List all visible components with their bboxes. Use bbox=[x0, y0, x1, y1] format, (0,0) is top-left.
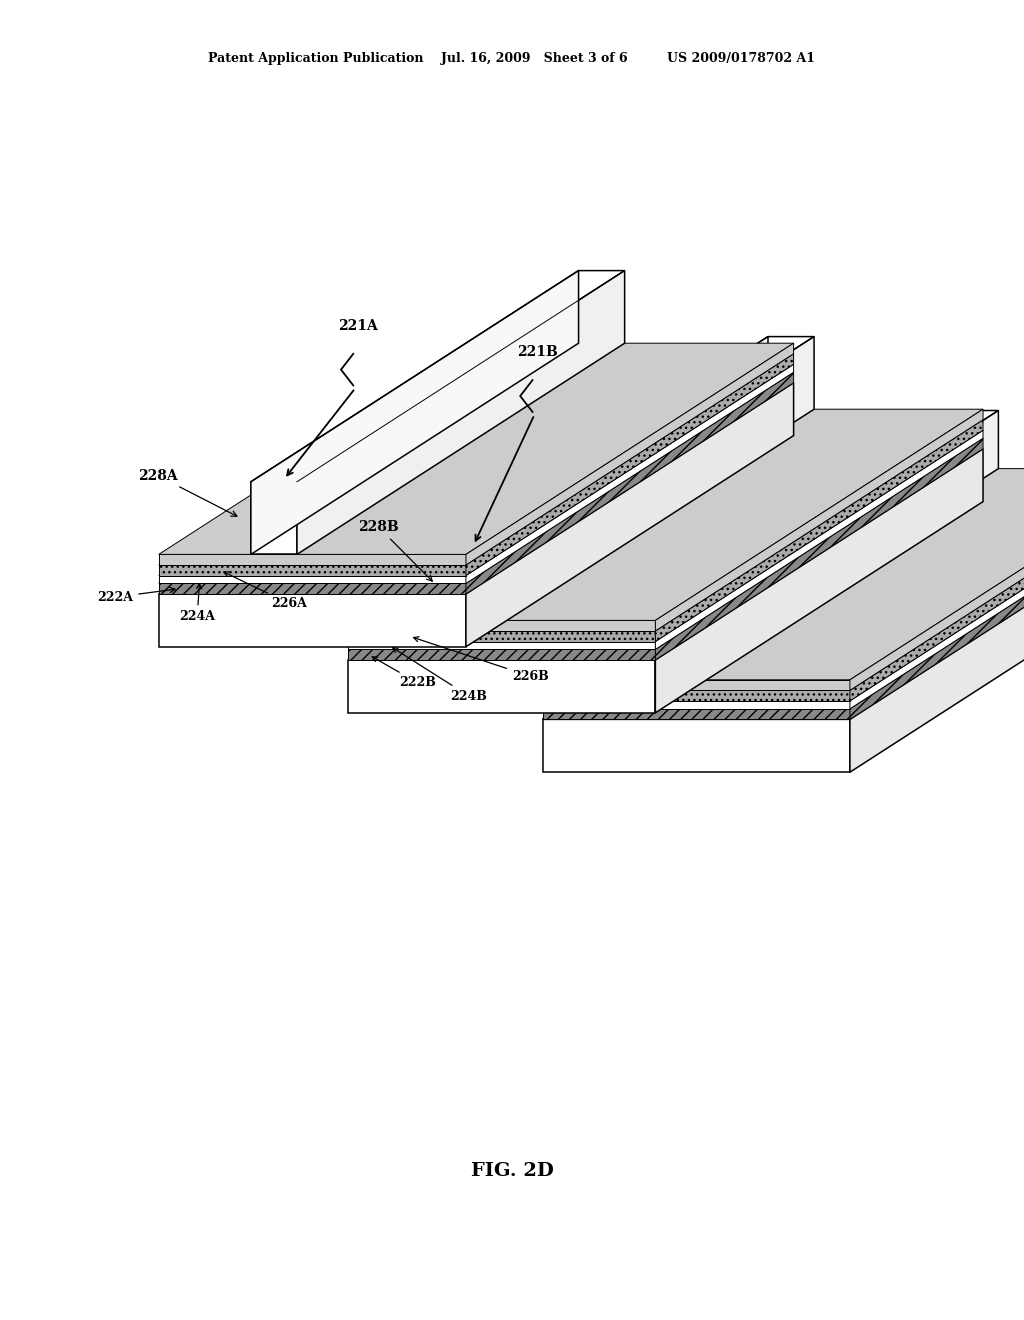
Polygon shape bbox=[466, 354, 794, 576]
Text: 228A: 228A bbox=[138, 469, 237, 516]
Polygon shape bbox=[543, 508, 1024, 719]
Polygon shape bbox=[486, 337, 814, 620]
Polygon shape bbox=[348, 420, 983, 631]
Text: 222B: 222B bbox=[373, 657, 436, 689]
Polygon shape bbox=[543, 498, 1024, 709]
Polygon shape bbox=[159, 343, 794, 554]
Text: 224B: 224B bbox=[392, 648, 487, 702]
Polygon shape bbox=[348, 631, 655, 642]
Polygon shape bbox=[625, 411, 952, 680]
Polygon shape bbox=[348, 620, 655, 631]
Text: 224A: 224A bbox=[179, 583, 215, 623]
Polygon shape bbox=[466, 364, 794, 583]
Polygon shape bbox=[625, 622, 671, 680]
Polygon shape bbox=[297, 271, 625, 554]
Text: Patent Application Publication    Jul. 16, 2009   Sheet 3 of 6         US 2009/0: Patent Application Publication Jul. 16, … bbox=[209, 51, 815, 65]
Polygon shape bbox=[655, 430, 983, 649]
Polygon shape bbox=[655, 409, 983, 631]
Polygon shape bbox=[440, 337, 768, 620]
Polygon shape bbox=[850, 479, 1024, 701]
Polygon shape bbox=[466, 343, 794, 565]
Polygon shape bbox=[348, 642, 655, 649]
Polygon shape bbox=[159, 576, 466, 583]
Polygon shape bbox=[348, 409, 983, 620]
Polygon shape bbox=[440, 337, 814, 548]
Polygon shape bbox=[251, 271, 625, 482]
Polygon shape bbox=[543, 709, 850, 719]
Text: 226A: 226A bbox=[224, 572, 307, 610]
Polygon shape bbox=[440, 548, 486, 620]
Polygon shape bbox=[159, 383, 794, 594]
Polygon shape bbox=[251, 271, 579, 554]
Polygon shape bbox=[159, 364, 794, 576]
Text: 222A: 222A bbox=[97, 587, 175, 603]
Polygon shape bbox=[159, 554, 466, 565]
Polygon shape bbox=[348, 449, 983, 660]
Text: FIG. 2D: FIG. 2D bbox=[471, 1162, 553, 1180]
Polygon shape bbox=[543, 680, 850, 690]
Polygon shape bbox=[159, 372, 794, 583]
Polygon shape bbox=[159, 354, 794, 565]
Polygon shape bbox=[543, 690, 850, 701]
Polygon shape bbox=[850, 490, 1024, 709]
Polygon shape bbox=[466, 383, 794, 647]
Polygon shape bbox=[543, 490, 1024, 701]
Polygon shape bbox=[850, 498, 1024, 719]
Polygon shape bbox=[850, 508, 1024, 772]
Polygon shape bbox=[466, 372, 794, 594]
Polygon shape bbox=[159, 594, 466, 647]
Polygon shape bbox=[655, 438, 983, 660]
Polygon shape bbox=[543, 479, 1024, 690]
Polygon shape bbox=[348, 660, 655, 713]
Polygon shape bbox=[348, 438, 983, 649]
Polygon shape bbox=[655, 449, 983, 713]
Polygon shape bbox=[348, 430, 983, 642]
Polygon shape bbox=[348, 649, 655, 660]
Text: 226B: 226B bbox=[414, 636, 549, 682]
Polygon shape bbox=[251, 482, 297, 554]
Polygon shape bbox=[543, 719, 850, 772]
Polygon shape bbox=[655, 420, 983, 642]
Polygon shape bbox=[625, 411, 998, 622]
Polygon shape bbox=[159, 583, 466, 594]
Polygon shape bbox=[543, 469, 1024, 680]
Text: 228B: 228B bbox=[358, 520, 432, 581]
Text: 221A: 221A bbox=[338, 319, 378, 333]
Text: 221B: 221B bbox=[517, 346, 558, 359]
Polygon shape bbox=[850, 469, 1024, 690]
Polygon shape bbox=[671, 411, 998, 680]
Polygon shape bbox=[159, 565, 466, 576]
Polygon shape bbox=[543, 701, 850, 709]
